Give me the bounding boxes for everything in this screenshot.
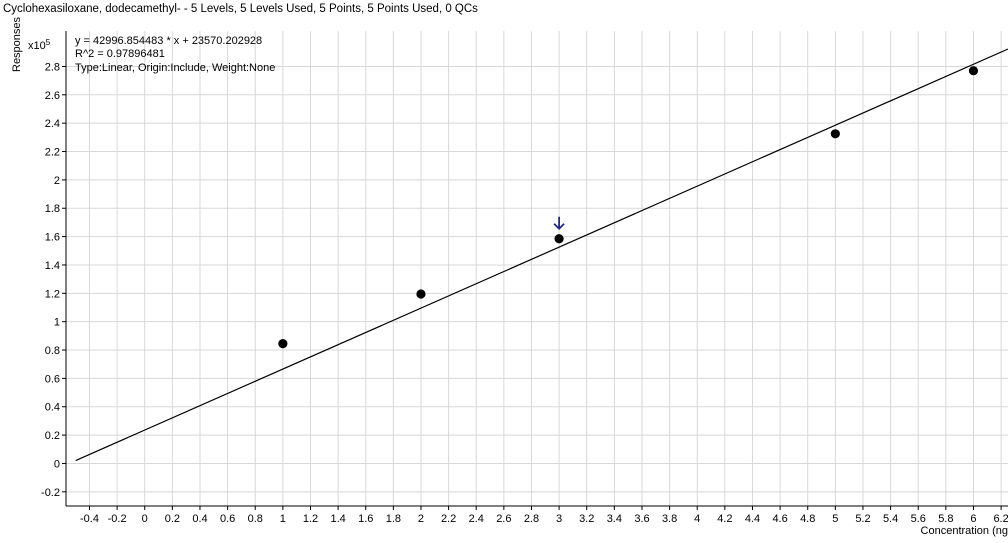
fit-line <box>75 48 1008 462</box>
x-tick-label: 1.2 <box>303 513 318 525</box>
x-tick-label: 2.8 <box>524 513 539 525</box>
x-tick-label: 0 <box>142 513 148 525</box>
y-tick-label: 2.2 <box>45 147 60 159</box>
data-points <box>278 66 979 349</box>
y-tick-label: -0.2 <box>41 487 60 499</box>
y-tick-label: 1.8 <box>45 203 60 215</box>
chart-title: Cyclohexasiloxane, dodecamethyl- - 5 Lev… <box>3 3 478 15</box>
x-tick-label: 5 <box>832 513 838 525</box>
x-tick-label: 4.8 <box>800 513 815 525</box>
x-tick-label: 6.2 <box>993 513 1008 525</box>
y-tick-label: 2.6 <box>45 90 60 102</box>
y-tick-label: 0.8 <box>45 345 60 357</box>
x-tick-label: 5.8 <box>938 513 953 525</box>
x-tick-label: 5.4 <box>883 513 898 525</box>
y-tick-label: 0.2 <box>45 430 60 442</box>
x-tick-label: 0.2 <box>165 513 180 525</box>
x-tick-label: 0.6 <box>220 513 235 525</box>
data-point <box>416 289 426 299</box>
data-point <box>968 66 979 76</box>
fit-line-group <box>75 48 1008 462</box>
fit-type-annotation: Type:Linear, Origin:Include, Weight:None <box>75 62 275 74</box>
x-tick-label: 6 <box>970 513 976 525</box>
x-tick-label: 1.8 <box>386 513 401 525</box>
y-tick-label: 2 <box>54 175 60 187</box>
y-tick-label: 2.8 <box>45 61 60 73</box>
y-multiplier-base: x10 <box>28 40 46 52</box>
x-tick-label: 3.6 <box>634 513 649 525</box>
x-tick-label: 3.4 <box>607 513 622 525</box>
y-tick-label: 2.4 <box>45 118 60 130</box>
x-tick-label: 4.4 <box>745 513 760 525</box>
r-squared-annotation: R^2 = 0.97896481 <box>75 48 165 60</box>
x-tick-label: 4.6 <box>772 513 787 525</box>
equation-annotation: y = 42996.854483 * x + 23570.202928 <box>75 35 262 47</box>
x-tick-label: 3.8 <box>662 513 677 525</box>
y-axis-label: Responses <box>11 16 23 72</box>
y-tick-label: 1.4 <box>45 260 60 272</box>
y-tick-labels: -0.2 0 0.2 0.4 0.6 0.8 1 1.2 1.4 1.6 1.8 2 2.2 2.4 2.6… <box>41 61 66 499</box>
y-tick-label: 0.6 <box>45 373 60 385</box>
x-tick-label: 2 <box>418 513 424 525</box>
y-multiplier-exponent: 5 <box>46 38 51 47</box>
x-tick-label: 2.2 <box>441 513 456 525</box>
y-tick-label: 1.6 <box>45 232 60 244</box>
x-tick-label: 4 <box>694 513 700 525</box>
x-tick-label: 0.4 <box>192 513 207 525</box>
highlight-marker-group <box>553 216 565 230</box>
x-tick-label: 1 <box>280 513 286 525</box>
y-multiplier-label: x105 <box>28 38 51 52</box>
x-tick-label: 2.4 <box>469 513 484 525</box>
x-tick-label: 3.2 <box>579 513 594 525</box>
y-tick-label: 0 <box>54 458 60 470</box>
x-tick-label: 1.4 <box>330 513 345 525</box>
x-tick-labels: -0.4 -0.2 0 0.2 0.4 0.6 0.8 1 1.2 1.4 1.6 1.8 2 2.2 2.… <box>80 506 1008 525</box>
x-tick-label: 0.8 <box>248 513 263 525</box>
y-tick-label: 0.4 <box>45 402 60 414</box>
x-tick-label: 1.6 <box>358 513 373 525</box>
x-tick-label: 5.2 <box>855 513 870 525</box>
x-tick-label: 4.2 <box>717 513 732 525</box>
data-point <box>554 234 564 244</box>
data-point <box>278 339 288 349</box>
y-tick-label: 1.2 <box>45 288 60 300</box>
x-tick-label: 2.6 <box>496 513 511 525</box>
arrow-down-icon <box>553 216 565 230</box>
x-axis-label: Concentration (ng <box>921 525 1008 537</box>
data-point <box>830 129 840 139</box>
axes <box>65 31 1008 507</box>
x-tick-label: 5.6 <box>911 513 926 525</box>
y-tick-label: 1 <box>54 317 60 329</box>
x-tick-label: -0.2 <box>108 513 127 525</box>
x-tick-label: 3 <box>556 513 562 525</box>
grid <box>66 31 1008 506</box>
x-tick-label: -0.4 <box>80 513 99 525</box>
